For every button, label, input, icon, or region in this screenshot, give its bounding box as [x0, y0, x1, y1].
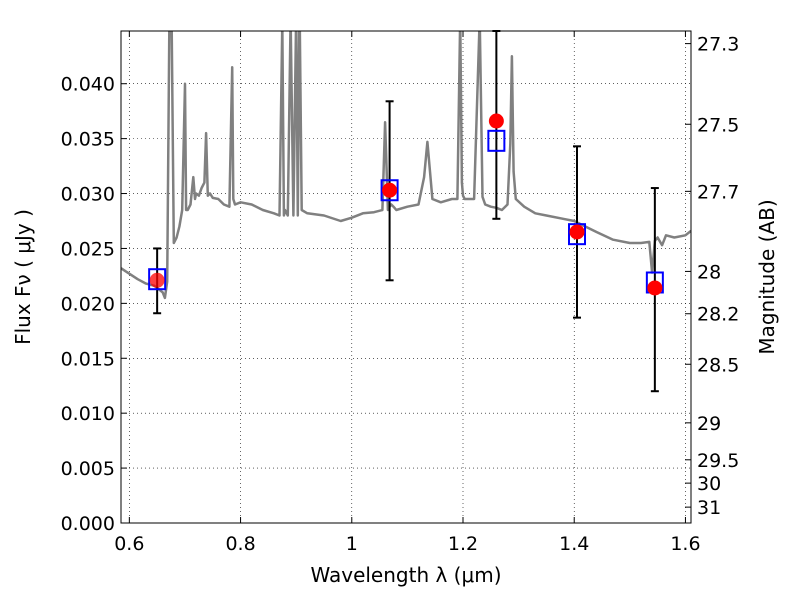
observed-flux-point	[488, 113, 504, 129]
observed-flux-point	[149, 272, 165, 288]
y-tick-label: 0.015	[61, 348, 115, 370]
axis-ticks: 0.6 0.8 1 1.2 1.4 1.6 0.000 0.005 0.010 0.015 0.02…	[61, 31, 739, 555]
y-tick-label: 0.000	[61, 513, 115, 535]
y-tick-label: 0.025	[61, 238, 115, 260]
model-photometry-square	[487, 129, 506, 152]
x-tick-label: 0.8	[225, 533, 255, 555]
y2-tick-label: 27.3	[697, 34, 739, 56]
y2-tick-label: 28.5	[697, 354, 739, 376]
y-tick-label: 0.010	[61, 403, 115, 425]
y2-tick-label: 30	[697, 473, 721, 495]
y2-tick-label: 28	[697, 261, 721, 283]
x-tick-label: 1.4	[559, 533, 589, 555]
y2-axis-label: Magnitude (AB)	[755, 199, 779, 354]
observed-flux-point	[647, 280, 663, 296]
y-tick-label: 0.030	[61, 184, 115, 206]
model-spectrum-line	[121, 31, 691, 300]
y-tick-label: 0.035	[61, 129, 115, 151]
x-tick-label: 0.6	[114, 533, 144, 555]
model-photometry-square	[568, 223, 586, 246]
observed-flux-point	[382, 182, 398, 198]
model-photometry-square	[148, 268, 167, 291]
y2-tick-label: 29	[697, 413, 721, 435]
y2-tick-label: 31	[697, 497, 721, 519]
x-tick-label: 1.2	[448, 533, 478, 555]
model-spectrum-layer	[121, 31, 691, 300]
x-axis-label: Wavelength λ (μm)	[310, 563, 501, 587]
x-tick-label: 1	[346, 533, 358, 555]
y2-tick-label: 29.5	[697, 450, 739, 472]
observed-flux-point	[569, 224, 585, 240]
y2-tick-label: 27.7	[697, 181, 739, 203]
plot-frame	[120, 30, 692, 524]
y-tick-label: 0.040	[61, 74, 115, 96]
y-tick-label: 0.005	[61, 458, 115, 480]
y2-tick-label: 27.5	[697, 114, 739, 136]
y-tick-label: 0.020	[61, 293, 115, 315]
x-tick-label: 1.6	[670, 533, 700, 555]
y2-tick-label: 28.2	[697, 304, 739, 326]
y-axis-label: Flux Fν ( μJy )	[11, 209, 35, 345]
model-photometry-square	[380, 179, 399, 202]
